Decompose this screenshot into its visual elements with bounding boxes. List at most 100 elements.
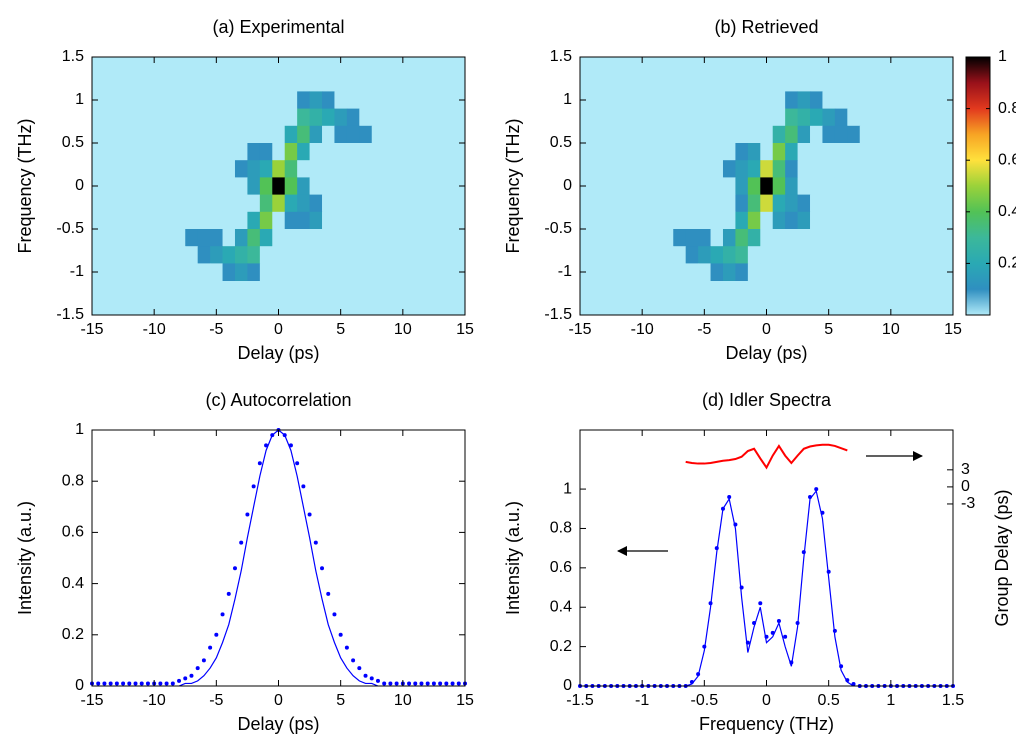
x-tick-label: 10 (882, 321, 900, 338)
heatmap-cell (685, 143, 699, 161)
heatmap-cell (735, 125, 749, 144)
heatmap-cell (772, 125, 786, 144)
heatmap-cell (172, 125, 186, 144)
heatmap-cell (735, 246, 749, 264)
heatmap-cell (284, 160, 298, 178)
heatmap-cell (760, 177, 774, 195)
x-tick-label: 15 (456, 321, 474, 338)
heatmap-cell (359, 229, 373, 247)
heatmap-cell (810, 160, 823, 178)
heatmap-cell (747, 194, 761, 213)
heatmap-cell (234, 177, 248, 195)
heatmap-cell (259, 194, 273, 213)
data-point (295, 461, 300, 466)
heatmap-cell (197, 125, 211, 144)
y-tick-label: 1 (75, 91, 84, 108)
data-point (288, 443, 293, 448)
heatmap-cell (222, 125, 236, 144)
heatmap-cell (735, 108, 749, 127)
heatmap-cell (772, 91, 786, 109)
heatmap-cell (197, 177, 211, 195)
heatmap-cell (334, 91, 348, 109)
heatmap-cell (284, 177, 298, 195)
heatmap-cell (698, 160, 711, 178)
heatmap-cell (346, 143, 360, 161)
heatmap-cell (272, 194, 286, 213)
heatmap-cell (760, 108, 774, 127)
data-point (232, 566, 237, 571)
x-tick-label: 0 (762, 692, 771, 709)
heatmap-cell (822, 91, 836, 109)
data-point (826, 569, 831, 574)
heatmap-cell (673, 108, 687, 127)
heatmap-cell (359, 246, 373, 264)
data-point (438, 681, 443, 686)
heatmap-cell (222, 263, 236, 281)
heatmap-cell (322, 125, 335, 144)
heatmap-cell (359, 177, 373, 195)
data-point (407, 681, 412, 686)
heatmap-cell (185, 211, 199, 230)
heatmap-cell (284, 263, 298, 281)
heatmap-cell (247, 177, 261, 195)
heatmap-cell (810, 143, 823, 161)
y-tick-label: -1.5 (544, 306, 572, 323)
heatmap-cell (172, 194, 186, 213)
heatmap-cell (197, 229, 211, 247)
heatmap-cell (847, 211, 861, 230)
heatmap-cell (284, 143, 298, 161)
heatmap-cell (685, 263, 699, 281)
data-point (696, 672, 701, 677)
heatmap-cell (359, 91, 373, 109)
heatmap-cell (210, 177, 223, 195)
heatmap-cell (772, 143, 786, 161)
heatmap-cell (747, 91, 761, 109)
heatmap-cell (673, 177, 687, 195)
heatmap-cell (346, 160, 360, 178)
data-point (845, 678, 850, 683)
heatmap-cell (185, 194, 199, 213)
data-point (839, 664, 844, 669)
data-point (214, 632, 219, 637)
heatmap-cell (210, 211, 223, 230)
heatmap-cell (346, 263, 360, 281)
heatmap-cell (247, 194, 261, 213)
heatmap-cell (210, 108, 223, 127)
heatmap-cell (234, 125, 248, 144)
heatmap-cell (797, 263, 811, 281)
heatmap-cell (259, 177, 273, 195)
data-point (307, 512, 312, 517)
heatmap-cell (334, 229, 348, 247)
data-point (351, 658, 356, 663)
heatmap-cell (660, 211, 674, 230)
x-tick-label: -15 (80, 692, 103, 709)
heatmap-cell (785, 108, 798, 127)
heatmap-cell (847, 177, 861, 195)
heatmap-cell (785, 91, 798, 109)
heatmap-cell (698, 125, 711, 144)
heatmap-cell (673, 211, 687, 230)
heatmap-cell (247, 229, 261, 247)
heatmap-cell (822, 194, 836, 213)
heatmap-cell (847, 229, 861, 247)
x-tick-label: 1.5 (942, 692, 964, 709)
heatmap-cell (334, 246, 348, 264)
heatmap-cell (785, 160, 798, 178)
data-point (413, 681, 418, 686)
data-point (114, 681, 119, 686)
heatmap-cell (259, 91, 273, 109)
x-tick-label: 1 (886, 692, 895, 709)
heatmap-cell (660, 194, 674, 213)
data-point (820, 510, 825, 515)
heatmap-cell (334, 125, 348, 144)
heatmap-cell (660, 108, 674, 127)
heatmap-cell (834, 229, 848, 247)
data-point (282, 433, 287, 438)
data-point (226, 591, 231, 596)
y-tick-label: 0.8 (550, 520, 572, 537)
heatmap-cell (673, 246, 687, 264)
heatmap-cell (185, 263, 199, 281)
heatmap-cell (822, 263, 836, 281)
heatmap-cell (334, 160, 348, 178)
y-tick-label: 1 (75, 421, 84, 438)
